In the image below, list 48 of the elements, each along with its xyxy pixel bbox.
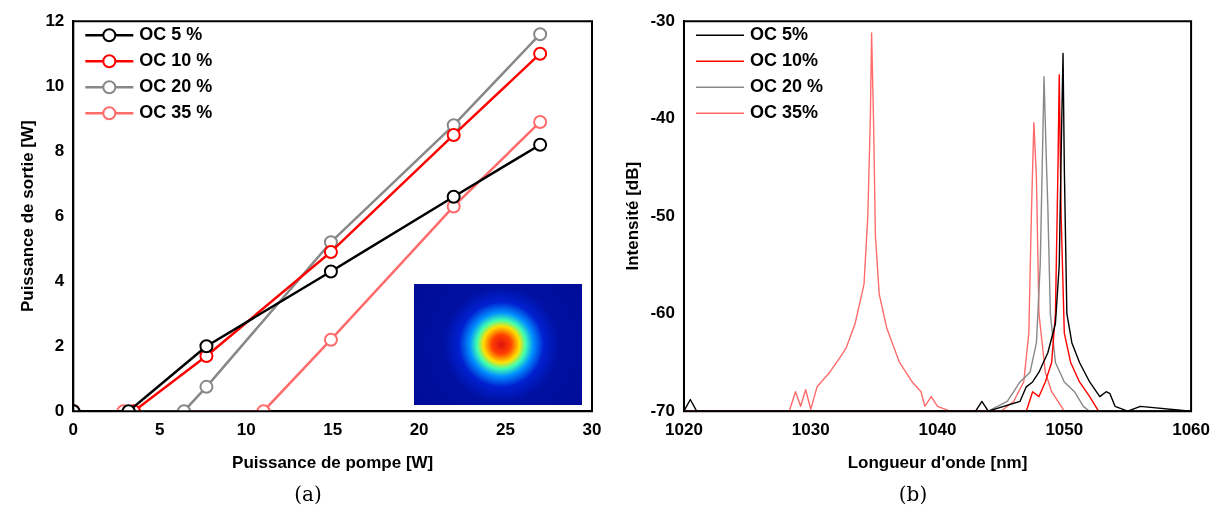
y-tick-label: -60 bbox=[650, 303, 675, 323]
point bbox=[323, 332, 338, 347]
point bbox=[323, 264, 338, 279]
y-tick-label: -50 bbox=[650, 205, 675, 225]
y-axis-title: Puissance de sortie [W] bbox=[17, 120, 37, 313]
x-axis-title: Longueur d'onde [nm] bbox=[847, 453, 1028, 473]
x-tick-label: 20 bbox=[409, 420, 429, 440]
point bbox=[446, 189, 461, 204]
x-tick-label: 1030 bbox=[791, 420, 830, 440]
y-tick-label: 10 bbox=[45, 75, 65, 95]
legend-label: OC 20 % bbox=[139, 76, 213, 97]
x-tick-label: 5 bbox=[155, 420, 165, 440]
y-tick-label: 6 bbox=[54, 205, 65, 225]
legend-label: OC 35% bbox=[749, 102, 818, 123]
point bbox=[533, 46, 548, 61]
x-tick-label: 1020 bbox=[665, 420, 703, 440]
x-axis-title: Puissance de pompe [W] bbox=[232, 453, 434, 473]
y-tick-label: 12 bbox=[45, 10, 65, 30]
y-tick-label: 8 bbox=[54, 140, 65, 160]
x-tick-label: 25 bbox=[496, 420, 516, 440]
legend-label: OC 35 % bbox=[139, 102, 213, 123]
y-tick-label: 2 bbox=[54, 335, 65, 355]
point bbox=[533, 27, 548, 42]
y-tick-label: 0 bbox=[54, 400, 65, 420]
legend-label: OC 10% bbox=[749, 50, 818, 71]
text: (b) bbox=[897, 482, 929, 506]
x-tick-label: 1050 bbox=[1045, 420, 1084, 440]
legend-label: OC 20 % bbox=[749, 76, 823, 97]
y-tick-label: -70 bbox=[650, 400, 675, 420]
legend-label: OC 10 % bbox=[139, 50, 213, 71]
point bbox=[323, 244, 338, 259]
x-tick-label: 1040 bbox=[918, 420, 957, 440]
y-tick-label: 4 bbox=[54, 270, 65, 290]
x-tick-label: 10 bbox=[236, 420, 256, 440]
y-axis-title: Intensité [dB] bbox=[622, 161, 642, 271]
text: (a) bbox=[293, 482, 323, 506]
point bbox=[533, 114, 548, 129]
x-tick-label: 0 bbox=[68, 420, 79, 440]
y-tick-label: -40 bbox=[650, 108, 675, 128]
legend-label: OC 5% bbox=[749, 24, 808, 45]
x-tick-label: 30 bbox=[582, 420, 602, 440]
point bbox=[199, 379, 214, 394]
x-tick-label: 15 bbox=[323, 420, 343, 440]
x-tick-label: 1060 bbox=[1172, 420, 1210, 440]
legend-label: OC 5 % bbox=[139, 24, 203, 45]
y-tick-label: -30 bbox=[650, 10, 675, 30]
point bbox=[533, 137, 548, 152]
point bbox=[446, 127, 461, 142]
